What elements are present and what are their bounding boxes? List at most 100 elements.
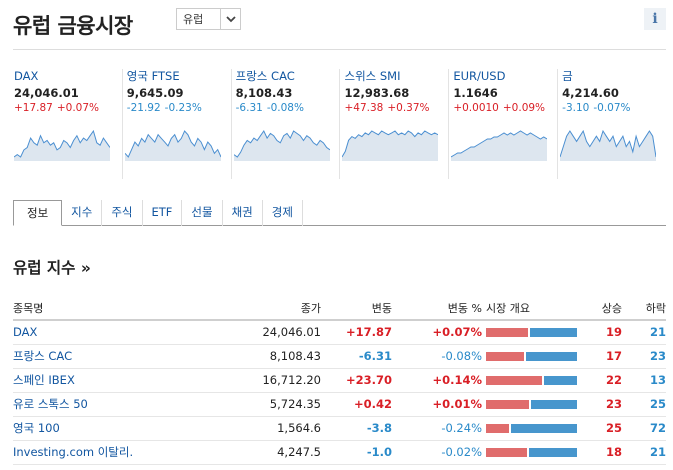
quote-change: +17.87 bbox=[14, 102, 53, 114]
quote-change-line: -21.92 -0.23% bbox=[127, 101, 231, 115]
sparkline-chart bbox=[560, 129, 657, 161]
sparkline-chart bbox=[233, 130, 330, 161]
tab-info[interactable]: 정보 bbox=[13, 200, 63, 226]
sparkline-chart bbox=[14, 129, 110, 161]
sparkline-area bbox=[560, 131, 657, 161]
market-breadth-bar bbox=[486, 399, 577, 409]
tab-item[interactable]: 선물 bbox=[182, 200, 223, 226]
tab-item[interactable]: ETF bbox=[143, 200, 183, 226]
index-name-link[interactable]: 영국 100 bbox=[13, 416, 183, 441]
sparkline-area bbox=[14, 131, 110, 161]
index-price: 8,108.43 bbox=[183, 344, 321, 369]
sparkline-area bbox=[342, 131, 439, 161]
quote-change-pct: +0.09% bbox=[502, 102, 546, 114]
table-row: 프랑스 CAC 8,108.43 -6.31 -0.08% 17 23 bbox=[13, 344, 666, 369]
quote-name[interactable]: EUR/USD bbox=[453, 69, 506, 83]
sparkline-chart bbox=[342, 130, 439, 161]
col-header-change-pct[interactable]: 변동 % bbox=[392, 296, 482, 321]
sparkline-line bbox=[451, 130, 548, 158]
col-header-down[interactable]: 하락 bbox=[622, 296, 666, 321]
sparkline-area bbox=[124, 131, 221, 161]
quote-change-pct: +0.07% bbox=[56, 102, 100, 114]
quote-change: +0.0010 bbox=[453, 102, 499, 114]
index-change: -1.0 bbox=[321, 440, 392, 465]
decliners-bar bbox=[530, 327, 577, 337]
quote-change-line: -3.10 -0.07% bbox=[562, 101, 666, 115]
col-header-price[interactable]: 종가 bbox=[183, 296, 321, 321]
col-header-name[interactable]: 종목명 bbox=[13, 296, 183, 321]
tab-bar: 정보 지수 주식 ETF 선물 채권 경제 bbox=[13, 200, 666, 226]
quote-card[interactable]: 영국 FTSE 9,645.09 -21.92 -0.23% bbox=[121, 69, 231, 179]
quote-price: 12,983.68 bbox=[344, 86, 410, 100]
sparkline-line bbox=[560, 129, 657, 158]
index-name-link[interactable]: 프랑스 CAC bbox=[13, 344, 183, 369]
quote-price: 8,108.43 bbox=[235, 86, 293, 100]
index-change-pct: +0.01% bbox=[392, 392, 482, 417]
index-change-pct: -0.08% bbox=[392, 344, 482, 369]
tab-item[interactable]: 주식 bbox=[102, 200, 143, 226]
quote-card[interactable]: DAX 24,046.01 +17.87 +0.07% bbox=[13, 69, 122, 179]
quote-change-line: +0.0010 +0.09% bbox=[453, 101, 557, 115]
region-select[interactable]: 유럽 bbox=[176, 8, 241, 30]
quote-name[interactable]: 프랑스 CAC bbox=[235, 69, 295, 83]
decliners-bar bbox=[544, 375, 577, 385]
sparkline-chart bbox=[124, 130, 221, 161]
decliners-count: 13 bbox=[622, 368, 666, 393]
section-title[interactable]: 유럽 지수 » bbox=[13, 259, 91, 277]
quote-name[interactable]: DAX bbox=[14, 69, 39, 83]
advancers-count: 18 bbox=[581, 440, 622, 465]
advancers-count: 25 bbox=[581, 416, 622, 441]
col-header-change[interactable]: 변동 bbox=[321, 296, 392, 321]
market-breadth-bar bbox=[486, 327, 577, 337]
sparkline-chart bbox=[451, 130, 548, 161]
tab-item[interactable]: 채권 bbox=[223, 200, 263, 226]
index-name-link[interactable]: DAX bbox=[13, 320, 183, 345]
info-icon[interactable]: i bbox=[644, 8, 666, 30]
quote-card[interactable]: 금 4,214.60 -3.10 -0.07% bbox=[557, 69, 666, 179]
market-overview-cell bbox=[482, 320, 581, 345]
quote-name[interactable]: 스위스 SMI bbox=[344, 69, 401, 83]
index-change: -6.31 bbox=[321, 344, 392, 369]
index-price: 4,247.5 bbox=[183, 440, 321, 465]
index-change-pct: -0.24% bbox=[392, 416, 482, 441]
index-name-link[interactable]: Investing.com 이탈리. bbox=[13, 440, 183, 465]
quote-change: -3.10 bbox=[562, 102, 590, 114]
col-header-up[interactable]: 상승 bbox=[581, 296, 622, 321]
index-change: +0.42 bbox=[321, 392, 392, 417]
quote-price: 4,214.60 bbox=[562, 86, 619, 100]
quote-price: 24,046.01 bbox=[14, 86, 79, 100]
index-name-link[interactable]: 유로 스톡스 50 bbox=[13, 392, 183, 417]
page-header: 유럽 금융시장 유럽 i bbox=[13, 8, 666, 50]
tab-item[interactable]: 지수 bbox=[62, 200, 103, 226]
advancers-count: 22 bbox=[581, 368, 622, 393]
decliners-bar bbox=[526, 351, 577, 361]
sparkline-area bbox=[451, 131, 548, 161]
index-price: 1,564.6 bbox=[183, 416, 321, 441]
market-overview-cell bbox=[482, 440, 581, 465]
decliners-count: 72 bbox=[622, 416, 666, 441]
quote-change-pct: -0.08% bbox=[266, 102, 304, 114]
quote-change: +47.38 bbox=[344, 102, 384, 114]
chevron-down-icon bbox=[220, 9, 240, 29]
sparkline-line bbox=[14, 129, 110, 158]
index-name-link[interactable]: 스페인 IBEX bbox=[13, 368, 183, 393]
quote-change-pct: -0.07% bbox=[593, 102, 631, 114]
quote-change: -6.31 bbox=[235, 102, 263, 114]
index-change-pct: -0.02% bbox=[392, 440, 482, 465]
market-breadth-bar bbox=[486, 351, 577, 361]
col-header-overview: 시장 개요 bbox=[482, 296, 581, 321]
index-change-pct: +0.07% bbox=[392, 320, 482, 345]
quote-name[interactable]: 금 bbox=[562, 69, 573, 83]
table-header-row: 종목명 종가 변동 변동 % 시장 개요 상승 하락 bbox=[13, 296, 666, 321]
advancers-bar bbox=[486, 375, 542, 385]
quote-card[interactable]: 스위스 SMI 12,983.68 +47.38 +0.37% bbox=[339, 69, 448, 179]
decliners-bar bbox=[531, 399, 577, 409]
index-price: 5,724.35 bbox=[183, 392, 321, 417]
tab-item[interactable]: 경제 bbox=[263, 200, 303, 226]
sparkline-line bbox=[124, 130, 221, 158]
quote-name[interactable]: 영국 FTSE bbox=[126, 69, 180, 83]
advancers-count: 19 bbox=[581, 320, 622, 345]
region-select-value: 유럽 bbox=[183, 13, 204, 26]
quote-card[interactable]: EUR/USD 1.1646 +0.0010 +0.09% bbox=[448, 69, 557, 179]
quote-card[interactable]: 프랑스 CAC 8,108.43 -6.31 -0.08% bbox=[230, 69, 340, 179]
